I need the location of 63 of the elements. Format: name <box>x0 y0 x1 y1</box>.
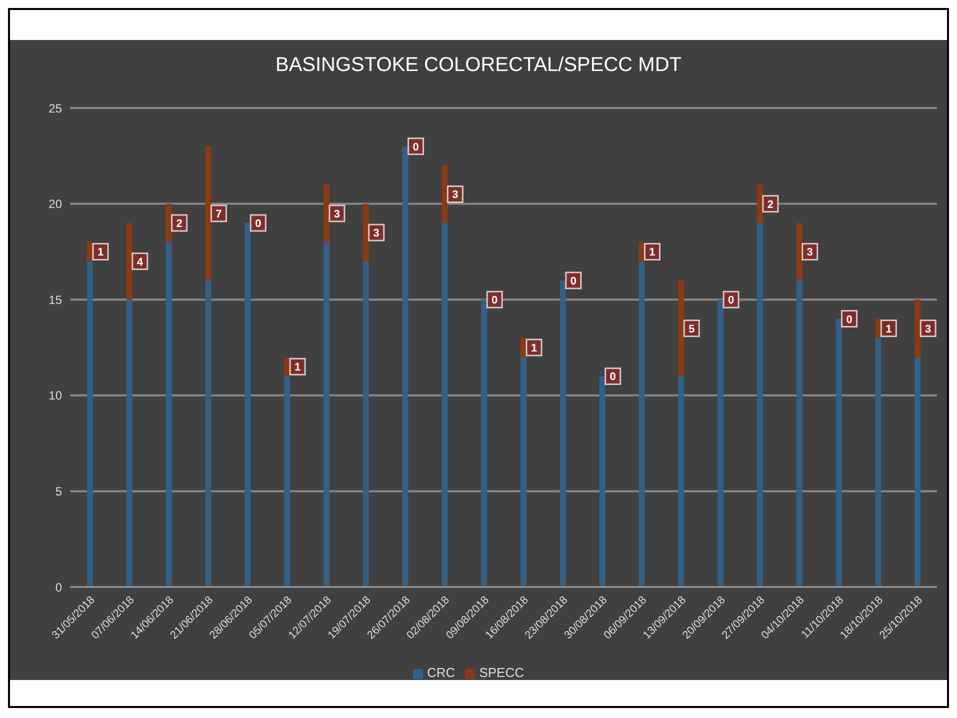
data-label: 3 <box>334 208 340 220</box>
bar <box>402 146 408 587</box>
bar <box>560 280 566 587</box>
bar <box>244 222 251 587</box>
bar <box>481 300 488 587</box>
data-label: 1 <box>649 246 656 259</box>
bar <box>796 222 802 280</box>
data-label: 0 <box>846 314 852 326</box>
bar <box>166 242 172 587</box>
bar <box>756 184 763 223</box>
bar <box>323 242 330 587</box>
bar <box>638 261 645 587</box>
bar <box>914 300 921 358</box>
chart-title: BASINGSTOKE COLORECTAL/SPECC MDT <box>274 53 682 78</box>
data-label: 3 <box>925 323 932 336</box>
data-label: 4 <box>136 256 144 268</box>
y-tick-label: 15 <box>48 292 62 307</box>
bar <box>796 280 802 587</box>
bar <box>875 338 882 587</box>
data-label: 2 <box>176 218 182 230</box>
data-label: 0 <box>255 218 262 230</box>
bar <box>323 184 330 242</box>
data-label: 0 <box>610 371 616 384</box>
bar <box>284 376 290 587</box>
data-label: 1 <box>294 362 301 374</box>
bar <box>362 261 369 587</box>
data-label: 3 <box>806 246 813 259</box>
data-label: 5 <box>688 323 695 336</box>
bar <box>126 300 132 587</box>
bar <box>718 300 724 587</box>
data-label: 0 <box>492 294 498 307</box>
bar <box>362 204 369 262</box>
data-label: 7 <box>216 208 222 220</box>
y-tick-label: 25 <box>48 101 62 116</box>
y-tick-label: 5 <box>55 484 62 498</box>
legend-label: SPECC <box>479 665 524 680</box>
data-label: 3 <box>373 228 380 240</box>
bar <box>126 222 132 300</box>
bar <box>442 222 448 587</box>
bar <box>678 280 684 376</box>
bar <box>914 357 921 587</box>
bar <box>166 204 172 242</box>
data-label: 0 <box>728 294 734 307</box>
bar <box>87 261 93 587</box>
data-label: 0 <box>570 275 576 288</box>
data-label: 1 <box>886 323 892 336</box>
bar <box>205 280 212 587</box>
bar <box>520 357 526 587</box>
bar <box>599 376 606 587</box>
bar <box>678 376 684 587</box>
data-label: 1 <box>97 246 104 259</box>
y-tick-label: 10 <box>48 388 62 403</box>
y-tick-label: 0 <box>55 580 62 594</box>
bar <box>442 165 448 223</box>
legend-label: CRC <box>427 665 456 680</box>
y-tick-label: 20 <box>48 197 62 212</box>
bar <box>836 318 842 587</box>
data-label: 0 <box>412 141 419 154</box>
data-label: 1 <box>530 342 538 354</box>
bar <box>756 222 763 587</box>
data-label: 2 <box>767 198 774 211</box>
data-label: 3 <box>452 189 458 202</box>
bar <box>205 146 212 280</box>
